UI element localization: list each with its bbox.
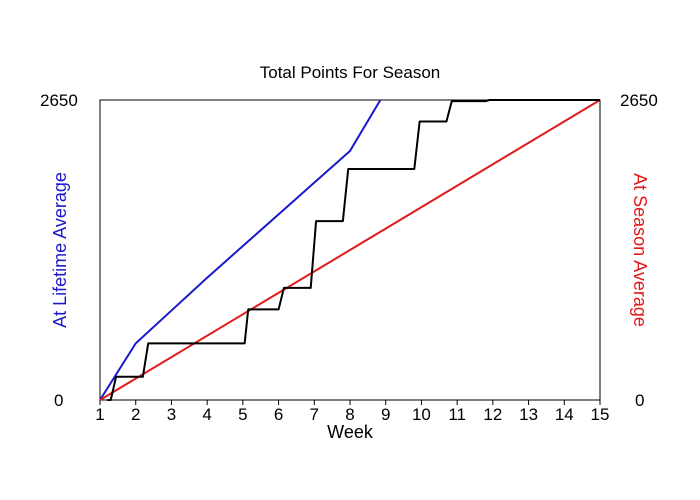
x-tick-label-7: 7: [310, 405, 319, 424]
x-tick-label-15: 15: [591, 405, 610, 424]
series-line-lifetime: [99, 99, 382, 401]
series-line-season: [99, 99, 601, 401]
x-tick-label-14: 14: [555, 405, 574, 424]
x-axis-label: Week: [327, 422, 374, 442]
y-right-tick-bottom: 0: [635, 391, 644, 410]
x-tick-label-13: 13: [519, 405, 538, 424]
x-tick-label-12: 12: [483, 405, 502, 424]
x-tick-label-10: 10: [412, 405, 431, 424]
y-left-axis-label: At Lifetime Average: [50, 172, 70, 328]
series-line-actual: [107, 99, 600, 401]
x-tick-label-9: 9: [381, 405, 390, 424]
y-left-tick-top: 2650: [40, 91, 78, 110]
x-tick-label-4: 4: [202, 405, 211, 424]
y-right-tick-top: 2650: [620, 91, 658, 110]
series-lines: [99, 99, 601, 401]
x-tick-label-6: 6: [274, 405, 283, 424]
x-tick-label-2: 2: [131, 405, 140, 424]
x-tick-label-1: 1: [95, 405, 104, 424]
x-tick-label-3: 3: [167, 405, 176, 424]
y-left-tick-bottom: 0: [54, 391, 63, 410]
x-tick-label-11: 11: [448, 405, 466, 424]
x-axis-ticks: 1 2 3 4 5 6 7 8 9 10 11 12 13 14 15: [95, 400, 609, 424]
chart-title: Total Points For Season: [260, 63, 440, 82]
y-right-axis-label: At Season Average: [630, 173, 650, 327]
x-tick-label-8: 8: [345, 405, 354, 424]
x-tick-label-5: 5: [238, 405, 247, 424]
